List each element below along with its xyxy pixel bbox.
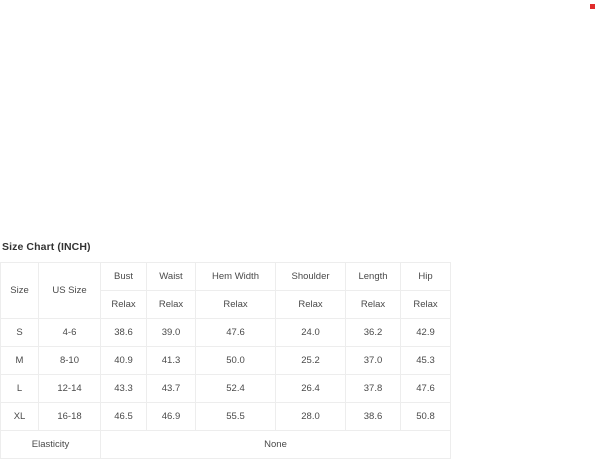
cell-size: XL [0,402,39,431]
cell-waist: 43.7 [146,374,196,403]
cell-shoulder: 26.4 [275,374,346,403]
column-header-waist: Waist [146,262,196,291]
cell-us-size: 12-14 [38,374,101,403]
column-header-bust: Bust [100,262,147,291]
measure-label-hip: Relax [400,290,451,319]
cell-hip: 45.3 [400,346,451,375]
cell-waist: 39.0 [146,318,196,347]
cell-size: S [0,318,39,347]
cell-length: 36.2 [345,318,401,347]
table-row: S 4-6 38.6 39.0 47.6 24.0 36.2 42.9 [0,318,451,347]
cell-us-size: 16-18 [38,402,101,431]
elasticity-value: None [100,430,451,459]
measure-label-hem-width: Relax [195,290,276,319]
cell-us-size: 4-6 [38,318,101,347]
measure-label-bust: Relax [100,290,147,319]
table-row: XL 16-18 46.5 46.9 55.5 28.0 38.6 50.8 [0,402,451,431]
cell-bust: 43.3 [100,374,147,403]
cell-shoulder: 28.0 [275,402,346,431]
cell-us-size: 8-10 [38,346,101,375]
cell-waist: 41.3 [146,346,196,375]
cell-hem-width: 47.6 [195,318,276,347]
size-chart-container: Size Chart (INCH) Size US Size Bust Wais… [0,240,452,459]
cell-bust: 40.9 [100,346,147,375]
table-row: M 8-10 40.9 41.3 50.0 25.2 37.0 45.3 [0,346,451,375]
table-header-row-measure: Relax Relax Relax Relax Relax Relax [1,290,451,319]
measure-label-shoulder: Relax [275,290,346,319]
table-row: L 12-14 43.3 43.7 52.4 26.4 37.8 47.6 [0,374,451,403]
cell-shoulder: 25.2 [275,346,346,375]
table-footer-row: Elasticity None [0,430,451,459]
cell-shoulder: 24.0 [275,318,346,347]
cell-length: 37.0 [345,346,401,375]
table-header-row-metric: Size US Size Bust Waist Hem Width Should… [0,262,451,319]
cell-hem-width: 50.0 [195,346,276,375]
cell-bust: 38.6 [100,318,147,347]
column-header-length: Length [345,262,401,291]
column-header-hem-width: Hem Width [195,262,276,291]
cell-length: 38.6 [345,402,401,431]
column-header-size: Size [0,262,39,319]
cell-length: 37.8 [345,374,401,403]
measure-label-waist: Relax [146,290,196,319]
column-header-hip: Hip [400,262,451,291]
measure-label-length: Relax [345,290,401,319]
column-header-us-size: US Size [38,262,101,319]
cell-size: L [0,374,39,403]
page-title: Size Chart (INCH) [2,241,91,253]
size-chart-table: Size US Size Bust Waist Hem Width Should… [0,262,451,459]
cell-waist: 46.9 [146,402,196,431]
cell-hem-width: 52.4 [195,374,276,403]
cell-hem-width: 55.5 [195,402,276,431]
cell-hip: 47.6 [400,374,451,403]
cell-hip: 42.9 [400,318,451,347]
cell-hip: 50.8 [400,402,451,431]
elasticity-label: Elasticity [0,430,101,459]
cell-size: M [0,346,39,375]
column-header-shoulder: Shoulder [275,262,346,291]
red-marker-icon [589,3,596,10]
cell-bust: 46.5 [100,402,147,431]
